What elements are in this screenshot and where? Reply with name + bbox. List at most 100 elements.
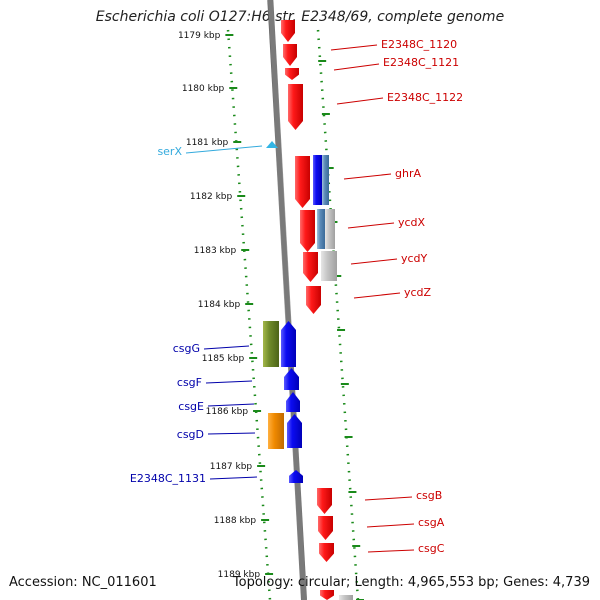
gene-label-e2348c-1131: E2348C_1131 — [130, 472, 258, 485]
gene-arrow-ycdy — [303, 252, 318, 282]
gene-label-text: E2348C_1131 — [130, 472, 206, 485]
gene-label-ycdz: ycdZ — [353, 286, 432, 299]
scale-tick: 1187 kbp — [210, 462, 357, 493]
gene-arrow-serx — [266, 141, 278, 148]
gene-leader-line — [333, 63, 380, 71]
gene-arrow-csgg — [281, 321, 296, 367]
gene-leader-line — [185, 145, 263, 154]
gene-label-text: E2348C_1120 — [381, 38, 457, 51]
gene-block-ghra-steel — [322, 155, 329, 205]
gene-label-csgf: csgF — [177, 376, 253, 389]
gene-block-ycdy-gray — [321, 251, 337, 281]
gene-arrow-bottom — [320, 590, 334, 600]
scale-tick: 1184 kbp — [198, 300, 346, 331]
gene-arrow-csga — [318, 516, 333, 540]
genome-backbone-core — [267, 0, 307, 600]
gene-label-csgc: csgC — [367, 542, 445, 555]
gene-arrow-e2348c-1121a — [283, 44, 297, 66]
scale-tick: 1188 kbp — [214, 516, 361, 547]
gene-arrow-e2348c-1120 — [281, 20, 295, 42]
scale-tick: 1189 kbp — [218, 570, 364, 600]
gene-label-csga: csgA — [366, 516, 445, 529]
gene-label-text: E2348C_1121 — [383, 56, 459, 69]
gene-leader-line — [364, 496, 413, 501]
gene-leader-line — [350, 258, 398, 265]
scale-tick: 1180 kbp — [182, 84, 330, 115]
scale-tick-label: 1188 kbp — [214, 516, 257, 526]
gene-label-ycdx: ycdX — [347, 216, 426, 229]
gene-label-text: csgG — [173, 342, 200, 355]
gene-label-e2348c-1120: E2348C_1120 — [330, 38, 457, 51]
gene-label-text: csgC — [418, 542, 445, 555]
gene-leader-line — [205, 380, 253, 384]
gene-leader-line — [366, 523, 415, 528]
gene-arrow-csgb — [317, 488, 332, 514]
gene-label-text: ycdY — [401, 252, 428, 265]
gene-label-text: csgF — [177, 376, 202, 389]
scale-tick-label: 1181 kbp — [186, 138, 229, 148]
gene-label-csgb: csgB — [364, 489, 442, 502]
gene-block-bottom-gray — [339, 595, 353, 600]
gene-block-csgg-green — [263, 321, 279, 367]
gene-leader-line — [207, 432, 256, 435]
scale-tick-label: 1184 kbp — [198, 300, 241, 310]
gene-block-ghra-blue — [313, 155, 322, 205]
gene-label-text: csgA — [418, 516, 445, 529]
gene-label-text: ycdZ — [404, 286, 432, 299]
scale-ruler-left — [226, 29, 272, 600]
gene-arrow-csgc — [319, 543, 334, 562]
gene-leader-line — [209, 476, 258, 480]
gene-label-ghra: ghrA — [343, 167, 421, 180]
gene-arrow-csgf — [284, 368, 299, 390]
gene-arrow-ghra — [295, 156, 310, 208]
gene-block-csgd-orange — [268, 413, 284, 449]
gene-label-csgd: csgD — [177, 428, 256, 441]
gene-arrow-ycdx — [300, 210, 315, 252]
gene-label-e2348c-1122: E2348C_1122 — [336, 91, 463, 105]
scale-ruler-right — [316, 29, 360, 600]
gene-label-text: ghrA — [395, 167, 421, 180]
gene-leader-line — [367, 549, 415, 553]
gene-leader-line — [343, 173, 392, 180]
scale-tick: 1186 kbp — [206, 407, 353, 438]
scale-tick-label: 1185 kbp — [202, 354, 245, 364]
gene-leader-line — [203, 345, 250, 350]
scale-tick-label: 1179 kbp — [178, 31, 221, 41]
scale-tick: 1185 kbp — [202, 354, 349, 385]
gene-label-text: csgB — [416, 489, 442, 502]
gene-label-ycdy: ycdY — [350, 252, 428, 265]
gene-arrow-csge — [286, 392, 300, 412]
gene-block-ycdx-gray — [325, 209, 335, 249]
gene-label-e2348c-1121: E2348C_1121 — [333, 56, 459, 71]
scale-tick-label: 1180 kbp — [182, 84, 225, 94]
scale-tick: 1179 kbp — [178, 31, 327, 62]
scale-tick-label: 1183 kbp — [194, 246, 237, 256]
gene-arrow-e2348c-1122 — [288, 84, 303, 130]
accession-text: Accession: NC_011601 — [9, 575, 157, 590]
gene-arrow-ycdz — [306, 286, 321, 314]
gene-label-text: ycdX — [398, 216, 426, 229]
gene-leader-line — [207, 403, 255, 407]
gene-label-text: csgD — [177, 428, 204, 441]
gene-arrow-csgd — [287, 414, 302, 448]
gene-arrow-e2348c-1121 — [285, 68, 299, 80]
gene-leader-line — [353, 292, 401, 299]
gene-label-csge: csgE — [178, 400, 255, 413]
gene-leader-line — [330, 44, 378, 51]
gene-label-text: E2348C_1122 — [387, 91, 463, 104]
genome-title: Escherichia coli O127:H6 str. E2348/69, … — [95, 9, 505, 25]
gene-arrow-e2348c-1131 — [289, 470, 303, 483]
gene-label-text: serX — [157, 145, 182, 158]
topology-text: Topology: circular; Length: 4,965,553 bp… — [232, 575, 590, 590]
scale-tick-label: 1189 kbp — [218, 570, 261, 580]
gene-label-serx: serX — [157, 145, 263, 158]
gene-leader-line — [336, 97, 384, 105]
scale-tick: 1183 kbp — [194, 246, 342, 277]
scale-tick: 1181 kbp — [186, 138, 334, 169]
scale-tick-label: 1182 kbp — [190, 192, 233, 202]
gene-label-csgg: csgG — [173, 342, 250, 355]
scale-tick-label: 1187 kbp — [210, 462, 253, 472]
gene-leader-line — [347, 222, 395, 229]
